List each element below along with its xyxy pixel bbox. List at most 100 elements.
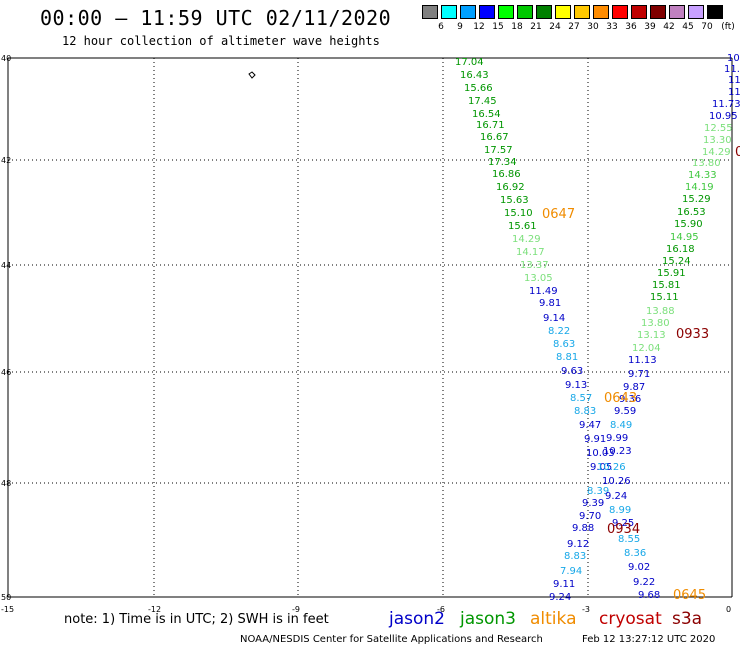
- scale-swatch: [498, 5, 514, 19]
- swh-value: 13.30: [703, 135, 732, 146]
- coastline-fragment: [248, 71, 256, 79]
- footer-timestamp: Feb 12 13:27:12 UTC 2020: [582, 634, 716, 645]
- scale-label: 30: [587, 22, 599, 32]
- scale-unit: (ft): [721, 22, 735, 32]
- axis-labels: 40 42 44 46 48 50 -15 -12 -9 -6 -3 0: [1, 54, 731, 614]
- swh-value: 15.91: [657, 268, 686, 279]
- lat-tick-label: 50: [1, 593, 11, 602]
- scale-swatch: [669, 5, 685, 19]
- cut-value-label: 0: [735, 145, 740, 160]
- swh-value: 14.29: [702, 147, 731, 158]
- swh-value: 8.39: [587, 486, 609, 497]
- swh-value: 13.80: [641, 318, 670, 329]
- swh-value: 13.37: [520, 260, 549, 271]
- lon-tick-label: -3: [582, 605, 590, 614]
- scale-swatch: [631, 5, 647, 19]
- pass-time-label: 0647: [542, 207, 575, 222]
- swh-value: 7.94: [560, 566, 582, 577]
- scale-swatch: [441, 5, 457, 19]
- pass-time-label: 0643: [604, 391, 637, 406]
- swh-value: 8.49: [610, 420, 632, 431]
- swh-value: 8.83: [574, 406, 596, 417]
- scale-swatch: [612, 5, 628, 19]
- swh-value: 11.13: [628, 355, 657, 366]
- scale-swatch: [555, 5, 571, 19]
- swh-value: 10.03: [586, 448, 615, 459]
- scale-label: 27: [568, 22, 580, 32]
- page-title: 00:00 – 11:59 UTC 02/11/2020: [40, 6, 392, 30]
- swh-value: 15.90: [674, 219, 703, 230]
- scale-label: 6: [438, 22, 444, 32]
- swh-value: 15.29: [682, 194, 711, 205]
- swh-value: 16.92: [496, 182, 525, 193]
- swh-value: 9.24: [549, 592, 571, 603]
- scale-swatch: [460, 5, 476, 19]
- swh-value: 10.26: [597, 462, 626, 473]
- lat-tick-label: 44: [1, 261, 11, 270]
- swh-value: 9.87: [623, 382, 645, 393]
- scale-swatch: [650, 5, 666, 19]
- pass-time-label: 0934: [607, 522, 640, 537]
- swh-value: 9.22: [633, 577, 655, 588]
- scale-label: 24: [549, 22, 561, 32]
- swh-value: 10: [727, 53, 740, 64]
- pass-time-label: 0933: [676, 327, 709, 342]
- swh-value: 14.17: [516, 247, 545, 258]
- swh-value: 15.61: [508, 221, 537, 232]
- swh-value: 8.63: [553, 339, 575, 350]
- swh-value: 11.6: [728, 87, 740, 98]
- swh-value: 9.63: [561, 366, 583, 377]
- swh-value: 14.95: [670, 232, 699, 243]
- swh-value: 17.57: [484, 145, 513, 156]
- scale-label: 36: [625, 22, 637, 32]
- swh-value: 8.22: [548, 326, 570, 337]
- lat-tick-label: 40: [1, 54, 11, 63]
- footer-credit: NOAA/NESDIS Center for Satellite Applica…: [240, 634, 543, 645]
- swh-value: 10.23: [603, 446, 632, 457]
- swh-value: 13.80: [692, 158, 721, 169]
- swh-value: 9.81: [539, 298, 561, 309]
- swh-value: 9.71: [628, 369, 650, 380]
- swh-value: 10.95: [709, 111, 738, 122]
- swh-value: 13.13: [637, 330, 666, 341]
- swh-value: 14.19: [685, 182, 714, 193]
- swh-value: 10.26: [602, 476, 631, 487]
- lat-tick-label: 46: [1, 368, 11, 377]
- swh-value: 15.63: [500, 195, 529, 206]
- scale-swatch: [422, 5, 438, 19]
- legend-altika: altika: [530, 609, 577, 629]
- legend-s3a: s3a: [672, 609, 703, 629]
- swh-value: 8.36: [624, 548, 646, 559]
- scale-label: 9: [457, 22, 463, 32]
- swh-value: 8.83: [564, 551, 586, 562]
- scale-label: 45: [682, 22, 694, 32]
- swh-value: 8.57: [570, 393, 592, 404]
- swh-value: 9.02: [628, 562, 650, 573]
- swh-value: 9.59: [614, 406, 636, 417]
- legend-jason2: jason2: [389, 609, 445, 629]
- lat-tick-label: 42: [1, 156, 11, 165]
- lon-tick-label: -6: [437, 605, 445, 614]
- swh-value: 12.55: [704, 123, 733, 134]
- legend-note: note: 1) Time is in UTC; 2) SWH is in fe…: [64, 612, 329, 627]
- swh-value: 16.71: [476, 120, 505, 131]
- swh-value: 17.45: [468, 96, 497, 107]
- swh-value: 9.68: [638, 590, 660, 601]
- pass-time-label: 0645: [673, 588, 706, 603]
- page-subtitle: 12 hour collection of altimeter wave hei…: [62, 34, 380, 48]
- scale-label: 21: [530, 22, 542, 32]
- swh-value: 9.36: [619, 394, 641, 405]
- lon-tick-label: -9: [292, 605, 300, 614]
- swh-value: 11.49: [529, 286, 558, 297]
- swh-value: 9.88: [572, 523, 594, 534]
- scale-label: 18: [511, 22, 523, 32]
- lat-tick-label: 48: [1, 479, 11, 488]
- scale-label: 70: [701, 22, 713, 32]
- swh-value: 16.18: [666, 244, 695, 255]
- swh-value: 16.43: [460, 70, 489, 81]
- swh-value: 9.14: [543, 313, 565, 324]
- swh-value: 9.39: [582, 498, 604, 509]
- swh-value: 9.12: [567, 539, 589, 550]
